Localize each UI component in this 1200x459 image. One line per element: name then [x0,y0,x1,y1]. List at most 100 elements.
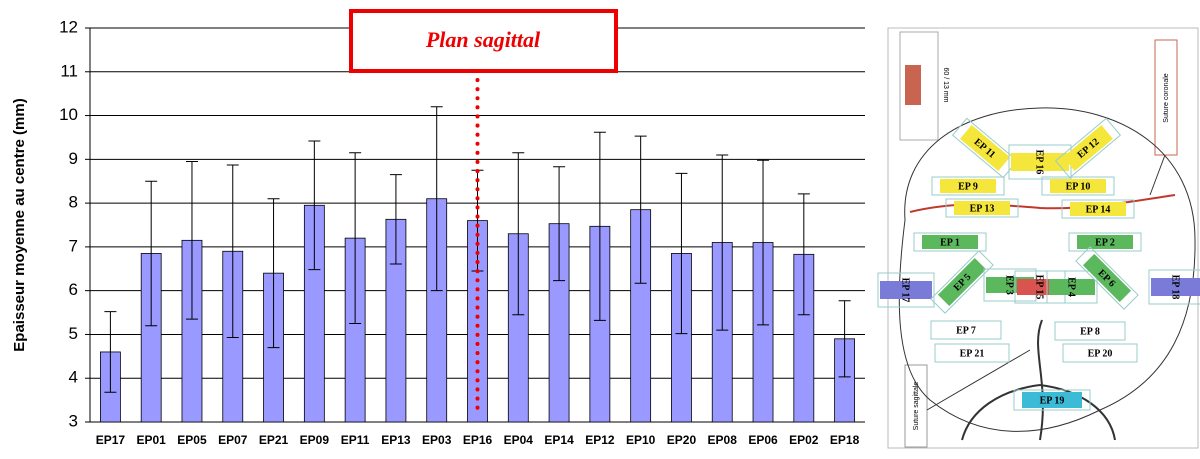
diagram-region [1061,199,1135,219]
sagittal-suture [961,319,1116,441]
diagram-region [931,176,1005,196]
y-tick-label: 7 [69,236,78,255]
y-tick-label: 10 [59,105,78,124]
diagram-region [1068,232,1142,252]
diagram-label: EP 10 [1066,181,1091,192]
diagram-marker [940,179,996,193]
note-box [1154,39,1178,156]
x-tick-label: EP11 [341,433,370,447]
diagram-marker [1077,235,1133,249]
error-bar [308,140,321,271]
x-tick-label: EP03 [422,433,452,447]
diagram-label: EP 3 [1004,275,1015,295]
error-bar [185,161,198,320]
diagram-label: EP 4 [1066,277,1077,297]
diagram-label: EP 7 [956,325,976,336]
diagram-label: EP 20 [1088,348,1113,359]
x-tick-label: EP09 [300,433,330,447]
diagram-region [1054,117,1122,179]
coronal-suture [909,194,1176,213]
diagram-label: EP 9 [958,181,978,192]
diagram-region [1148,269,1200,305]
diagram-marker [1022,392,1082,408]
diagram-marker [1063,125,1113,171]
diagram-note: 60 / 13 mm [942,67,949,102]
diagram-label: EP 21 [960,348,985,359]
x-tick-label: EP01 [137,433,167,447]
diagram-marker [1011,153,1069,171]
x-tick-label: EP04 [504,433,534,447]
diagram-region [945,198,1019,218]
pointer [1149,154,1166,196]
error-bar [675,172,688,335]
x-tick-label: EP08 [708,433,738,447]
diagram-region [1062,343,1138,363]
x-tick-label: EP06 [748,433,778,447]
diagram-note: Suture sagittale [913,382,920,431]
diagram-region [930,320,1002,340]
x-tick-label: EP14 [544,433,574,447]
diagram-region [930,250,994,314]
diagram-frame [887,27,1199,449]
annotation-box [349,9,618,73]
x-tick-label: EP20 [667,433,697,447]
error-bar [267,198,280,349]
y-tick-label: 12 [59,17,78,36]
error-bar [634,135,647,284]
error-bar [553,166,566,282]
diagram-region [1046,270,1098,304]
pointer [926,349,1031,411]
error-bar [145,180,158,327]
diagram-label: EP 2 [1095,237,1115,248]
x-tick-label: EP07 [218,433,248,447]
error-bar [512,152,525,316]
error-bar [349,152,362,324]
diagram-label: EP 15 [1034,275,1045,300]
diagram-background [887,27,1199,449]
diagram-region [1041,176,1115,196]
diagram-marker [1082,253,1132,303]
error-bar [104,311,117,393]
diagram-marker [1049,279,1095,295]
x-tick-label: EP05 [177,433,207,447]
diagram-note: Suture coronale [1163,73,1170,123]
error-bar [757,159,770,326]
diagram-label: EP 18 [1170,275,1181,300]
diagram-region [1013,389,1091,411]
diagram-label: EP 16 [1034,150,1045,175]
diagram-region [934,343,1010,363]
error-bar [226,164,239,339]
error-bar [797,193,810,316]
sample-box [899,31,939,141]
annotation: Plan sagittal [425,27,541,52]
y-tick-label: 8 [69,193,78,212]
diagram-region [877,272,935,308]
sample-mark [905,65,921,105]
y-tick-label: 5 [69,324,78,343]
diagram-marker [1050,179,1106,193]
diagram-marker [922,235,978,249]
diagram-marker [1070,202,1126,216]
x-tick-label: EP13 [381,433,411,447]
x-tick-label: EP21 [259,433,289,447]
diagram-label: EP 13 [970,203,995,214]
x-tick-label: EP18 [830,433,860,447]
y-tick-label: 3 [69,411,78,430]
y-axis-label: Epaisseur moyenne au centre (mm) [11,98,28,351]
diagram-label: EP 1 [940,237,960,248]
y-tick-label: 9 [69,149,78,168]
error-bar [389,174,402,265]
diagram-region [1054,321,1126,341]
diagram-region [913,232,987,252]
error-bar [716,154,729,331]
diagram-marker [880,281,932,299]
diagram-marker [937,257,987,307]
error-bar [838,300,851,378]
x-tick-label: EP16 [463,433,493,447]
diagram-label: EP 17 [900,278,911,303]
diagram-marker [1151,278,1200,296]
diagram-marker [954,201,1010,215]
skull-outline [898,107,1196,432]
diagram-region [951,117,1019,179]
